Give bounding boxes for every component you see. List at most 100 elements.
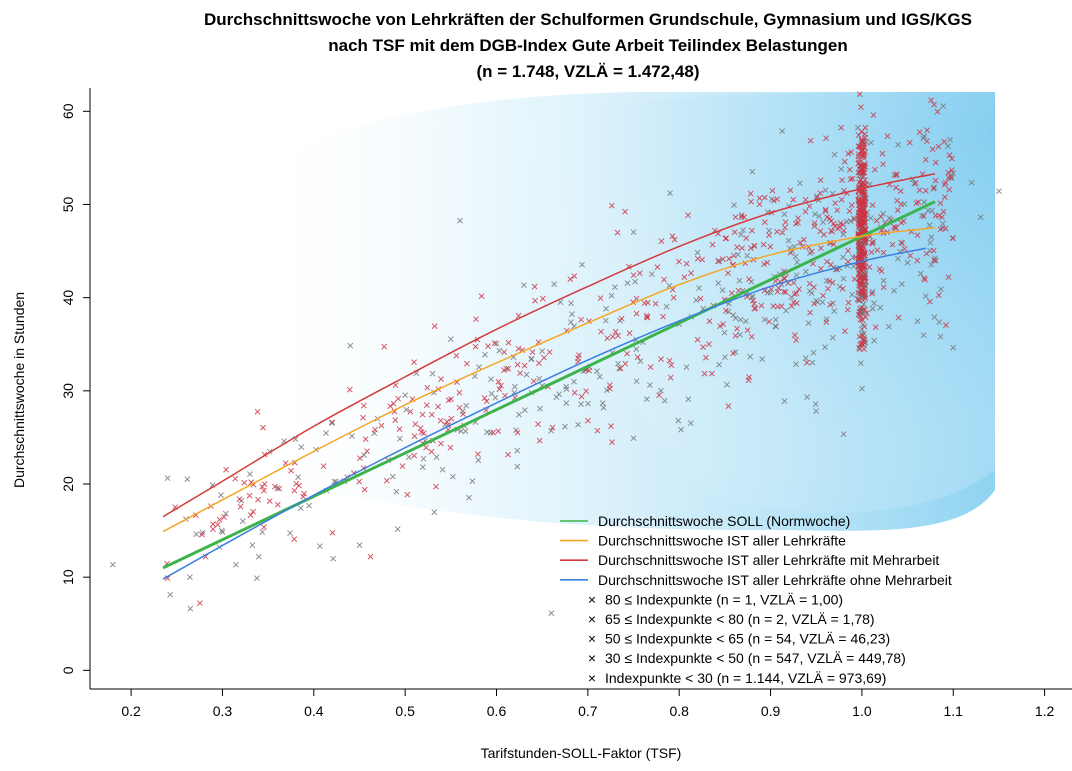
scatter-point-under-30: × — [811, 216, 819, 231]
scatter-point-under-30: × — [196, 595, 204, 610]
scatter-point-30-50: × — [860, 177, 868, 192]
scatter-point-under-30: × — [859, 302, 867, 317]
scatter-point-30-50: × — [609, 345, 617, 360]
scatter-point-under-30: × — [858, 215, 866, 230]
scatter-point-under-30: × — [824, 281, 832, 296]
scatter-point-under-30: × — [516, 365, 524, 380]
scatter-point-under-30: × — [626, 326, 634, 341]
scatter-point-under-30: × — [895, 310, 903, 325]
scatter-point-under-30: × — [839, 281, 847, 296]
scatter-point-under-30: × — [870, 108, 878, 123]
scatter-point-under-30: × — [770, 193, 778, 208]
scatter-point-under-30: × — [772, 274, 780, 289]
scatter-point-under-30: × — [860, 232, 868, 247]
scatter-point-under-30: × — [819, 288, 827, 303]
scatter-point-under-30: × — [856, 158, 864, 173]
scatter-point-30-50: × — [860, 206, 868, 221]
scatter-point-under-30: × — [862, 291, 870, 306]
scatter-point-under-30: × — [198, 527, 206, 542]
scatter-point-30-50: × — [829, 296, 837, 311]
scatter-point-under-30: × — [857, 250, 865, 265]
scatter-point-30-50: × — [861, 236, 869, 251]
scatter-point-30-50: × — [862, 190, 870, 205]
scatter-point-30-50: × — [858, 204, 866, 219]
scatter-point-under-30: × — [860, 246, 868, 261]
scatter-point-under-30: × — [222, 462, 230, 477]
scatter-point-30-50: × — [394, 522, 402, 537]
scatter-point-under-30: × — [859, 146, 867, 161]
scatter-point-under-30: × — [424, 380, 432, 395]
scatter-point-30-50: × — [859, 184, 867, 199]
scatter-point-30-50: × — [859, 304, 867, 319]
scatter-point-30-50: × — [840, 227, 848, 242]
scatter-point-under-30: × — [667, 370, 675, 385]
scatter-point-30-50: × — [523, 367, 531, 382]
scatter-point-30-50: × — [580, 364, 588, 379]
scatter-point-30-50: × — [633, 374, 641, 389]
scatter-point-explicit: × — [858, 236, 866, 251]
x-tick-label: 1.0 — [852, 703, 872, 719]
scatter-point-under-30: × — [857, 196, 865, 211]
scatter-point-under-30: × — [855, 216, 863, 231]
scatter-point-30-50: × — [765, 223, 773, 238]
scatter-point-under-30: × — [391, 404, 399, 419]
scatter-point-30-50: × — [305, 498, 313, 513]
scatter-point-explicit: × — [538, 344, 546, 359]
scatter-point-under-30: × — [607, 418, 615, 433]
scatter-point-under-30: × — [922, 183, 930, 198]
scatter-point-under-30: × — [858, 336, 866, 351]
scatter-point-under-30: × — [495, 424, 503, 439]
scatter-point-30-50: × — [939, 216, 947, 231]
scatter-point-under-30: × — [606, 377, 614, 392]
scatter-point-explicit: × — [401, 388, 409, 403]
scatter-point-under-30: × — [857, 276, 865, 291]
scatter-point-under-30: × — [519, 342, 527, 357]
scatter-point-under-30: × — [360, 460, 368, 475]
scatter-point-under-30: × — [796, 235, 804, 250]
scatter-point-30-50: × — [857, 202, 865, 217]
scatter-point-under-30: × — [608, 198, 616, 213]
scatter-point-under-30: × — [202, 549, 210, 564]
scatter-point-under-30: × — [860, 194, 868, 209]
scatter-point-30-50: × — [785, 233, 793, 248]
scatter-points: ××××××××××××××××××××××××××××××××××××××××… — [109, 87, 1003, 621]
scatter-point-under-30: × — [817, 261, 825, 276]
scatter-point-under-30: × — [671, 232, 679, 247]
scatter-point-30-50: × — [855, 282, 863, 297]
scatter-point-under-30: × — [861, 206, 869, 221]
scatter-point-under-30: × — [675, 254, 683, 269]
scatter-point-30-50: × — [855, 207, 863, 222]
scatter-point-under-30: × — [846, 162, 854, 177]
scatter-point-under-30: × — [411, 428, 419, 443]
scatter-point-30-50: × — [666, 278, 674, 293]
scatter-point-under-30: × — [855, 293, 863, 308]
scatter-point-30-50: × — [796, 175, 804, 190]
scatter-point-under-30: × — [291, 455, 299, 470]
scatter-point-under-30: × — [855, 251, 863, 266]
scatter-point-under-30: × — [209, 517, 217, 532]
scatter-point-under-30: × — [594, 423, 602, 438]
scatter-point-under-30: × — [858, 134, 866, 149]
scatter-point-30-50: × — [563, 382, 571, 397]
scatter-point-under-30: × — [636, 266, 644, 281]
scatter-point-under-30: × — [500, 362, 508, 377]
scatter-point-30-50: × — [514, 459, 522, 474]
scatter-point-under-30: × — [760, 257, 768, 272]
x-tick-label: 0.4 — [304, 703, 324, 719]
scatter-point-30-50: × — [919, 130, 927, 145]
scatter-point-30-50: × — [823, 311, 831, 326]
scatter-point-30-50: × — [862, 134, 870, 149]
scatter-point-under-30: × — [860, 162, 868, 177]
scatter-point-under-30: × — [745, 369, 753, 384]
scatter-point-under-30: × — [721, 292, 729, 307]
scatter-point-30-50: × — [748, 274, 756, 289]
scatter-point-under-30: × — [641, 296, 649, 311]
scatter-point-under-30: × — [857, 236, 865, 251]
scatter-point-under-30: × — [731, 225, 739, 240]
scatter-point-under-30: × — [856, 240, 864, 255]
scatter-point-explicit: × — [858, 304, 866, 319]
scatter-point-under-30: × — [633, 306, 641, 321]
scatter-point-under-30: × — [790, 192, 798, 207]
scatter-point-30-50: × — [858, 289, 866, 304]
scatter-point-under-30: × — [459, 407, 467, 422]
